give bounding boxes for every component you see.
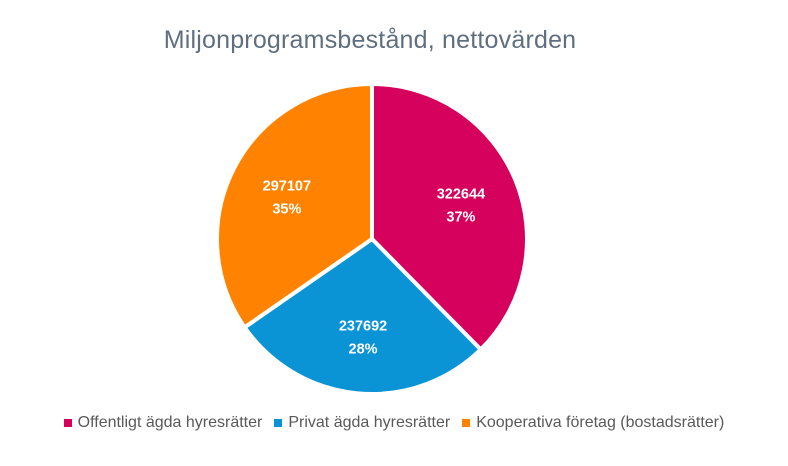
legend-swatch-offentligt xyxy=(63,419,72,427)
legend-swatch-privat xyxy=(274,419,283,427)
percent-label-privat: 28% xyxy=(349,342,378,358)
pie-slice-offentligt xyxy=(370,82,529,352)
legend-item-offentligt: Offentligt ägda hyresrätter xyxy=(63,414,263,432)
chart-title: Miljonprogramsbestånd, nettovärden xyxy=(163,26,577,54)
percent-label-offentligt: 37% xyxy=(446,210,475,226)
legend-item-privat: Privat ägda hyresrätter xyxy=(274,414,450,432)
pie-chart: 322644 37% 237692 28% 297107 35% xyxy=(215,82,529,396)
value-label-privat: 237692 xyxy=(339,319,387,335)
value-label-kooperativa: 297107 xyxy=(263,178,311,194)
legend-item-kooperativa: Kooperativa företag (bostadsrätter) xyxy=(462,414,724,432)
legend-label-offentligt: Offentligt ägda hyresrätter xyxy=(77,414,263,431)
pie-labels: 322644 37% 237692 28% 297107 35% xyxy=(263,178,485,357)
pie-slices xyxy=(215,82,529,396)
legend: Offentligt ägda hyresrätter Privat ägda … xyxy=(0,414,788,432)
pie-slice-privat xyxy=(242,237,483,396)
percent-label-kooperativa: 35% xyxy=(272,201,301,217)
pie-slice-kooperativa xyxy=(215,82,374,330)
legend-swatch-kooperativa xyxy=(462,419,471,427)
legend-label-privat: Privat ägda hyresrätter xyxy=(288,414,451,431)
value-label-offentligt: 322644 xyxy=(437,187,485,203)
legend-label-kooperativa: Kooperativa företag (bostadsrätter) xyxy=(476,414,725,431)
